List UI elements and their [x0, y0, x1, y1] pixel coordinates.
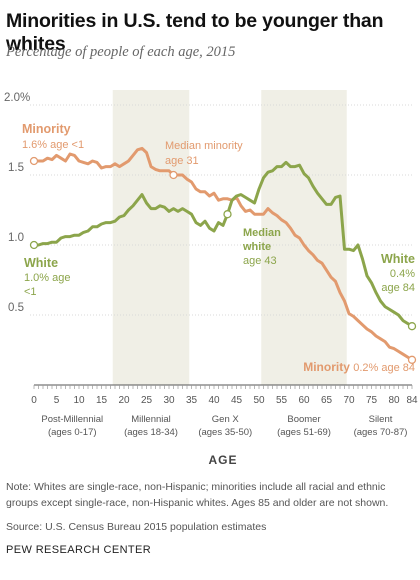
x-tick-label: 35: [186, 395, 198, 406]
generation-band-3: [261, 90, 347, 385]
white-series-label: White: [24, 256, 58, 270]
median-minority-age: age 31: [165, 155, 199, 167]
y-tick-label: 1.0: [8, 232, 24, 244]
age-distribution-chart: 2.0% 1.5 1.0 0.5 0 5 10 15 20 25 30 35 40 45 50 55 60 65 7…: [4, 90, 418, 467]
minority-end-label: Minority 0.2% age 84: [303, 360, 415, 374]
generation-name: Boomer: [287, 414, 320, 425]
chart-note: Note: Whites are single-race, non-Hispan…: [6, 481, 389, 509]
x-tick-label: 80: [388, 395, 400, 406]
white-end-value-1: 0.4%: [390, 268, 415, 280]
generation-ages: (ages 35-50): [198, 427, 252, 438]
median-white-marker: [223, 210, 232, 219]
x-axis-title: AGE: [208, 453, 237, 467]
y-tick-label: 0.5: [8, 302, 24, 314]
median-white-label-1: Median: [243, 227, 281, 239]
x-tick-label: 25: [141, 395, 153, 406]
x-tick-label: 5: [54, 395, 60, 406]
organization-name: PEW RESEARCH CENTER: [6, 544, 152, 556]
x-tick-label: 10: [73, 395, 85, 406]
median-white-label-2: white: [242, 241, 271, 253]
x-tick-label: 65: [321, 395, 333, 406]
x-tick-label: 30: [163, 395, 175, 406]
x-tick-label: 45: [231, 395, 243, 406]
minority-series-label: Minority: [22, 122, 71, 136]
y-tick-label: 2.0%: [4, 92, 30, 104]
median-white-age: age 43: [243, 255, 277, 267]
white-end-marker: [407, 322, 417, 331]
minority-start-marker: [29, 156, 39, 166]
minority-start-value: 1.6% age <1: [22, 139, 84, 151]
white-start-value-2: <1: [24, 286, 37, 298]
generation-name: Post-Millennial: [41, 414, 103, 425]
generation-band-1: [112, 90, 190, 385]
x-tick-label: 20: [118, 395, 130, 406]
x-tick-label: 84: [406, 395, 418, 406]
y-tick-label: 1.5: [8, 162, 24, 174]
generation-ages: (ages 18-34): [124, 427, 178, 438]
x-tick-label: 75: [366, 395, 378, 406]
x-tick-label: 70: [343, 395, 355, 406]
minority-end-marker: [407, 355, 417, 364]
white-start-marker: [29, 240, 39, 250]
white-start-value-1: 1.0% age: [24, 272, 70, 284]
page-title: Minorities in U.S. tend to be younger th…: [6, 10, 384, 55]
generation-ages: (ages 0-17): [48, 427, 97, 438]
generation-ages: (ages 70-87): [354, 427, 408, 438]
white-end-value-2: age 84: [381, 282, 415, 294]
white-end-label: White: [381, 252, 415, 266]
x-tick-label: 55: [276, 395, 288, 406]
chart-subtitle: Percentage of people of each age, 2015: [6, 44, 236, 60]
generation-ages: (ages 51-69): [277, 427, 331, 438]
generation-name: Gen X: [212, 414, 240, 425]
chart-source: Source: U.S. Census Bureau 2015 populati…: [6, 521, 267, 533]
series-line-white: [32, 160, 414, 328]
x-tick-label: 15: [96, 395, 108, 406]
generation-name: Silent: [369, 414, 393, 425]
generation-name: Millennial: [131, 414, 171, 425]
series-line-minority: [32, 146, 414, 362]
x-tick-label: 50: [253, 395, 265, 406]
x-tick-label: 40: [208, 395, 220, 406]
median-minority-marker: [169, 170, 178, 180]
median-minority-label: Median minority: [165, 140, 243, 152]
x-tick-label: 60: [298, 395, 310, 406]
x-tick-label: 0: [31, 395, 37, 406]
